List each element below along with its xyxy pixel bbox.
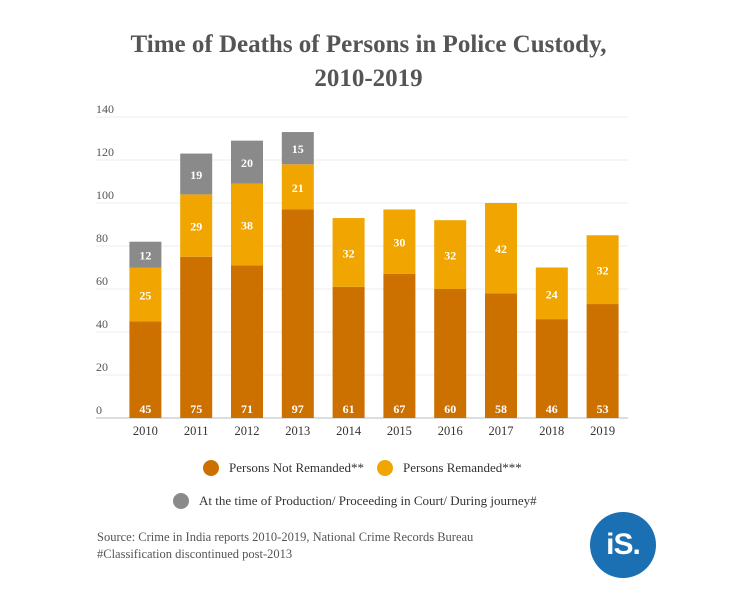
y-tick-label: 60 xyxy=(96,274,108,288)
data-label: 32 xyxy=(597,264,609,278)
data-label: 30 xyxy=(393,236,405,250)
legend-swatch-production xyxy=(173,493,189,509)
legend-swatch-remanded xyxy=(377,460,393,476)
data-label: 20 xyxy=(241,156,253,170)
bar-remanded xyxy=(281,164,314,210)
data-label: 25 xyxy=(139,288,151,302)
bar-not-remanded xyxy=(180,256,213,418)
x-tick-label: 2014 xyxy=(336,424,362,438)
data-label: 42 xyxy=(495,242,507,256)
bar-remanded xyxy=(586,235,619,305)
data-label: 60 xyxy=(444,402,456,416)
bar-not-remanded xyxy=(434,289,467,418)
data-label: 58 xyxy=(495,402,507,416)
source-line: Source: Crime in India reports 2010-2019… xyxy=(97,530,474,544)
y-tick-label: 20 xyxy=(96,360,108,374)
legend-swatch-not-remanded xyxy=(203,460,219,476)
x-tick-label: 2018 xyxy=(539,424,564,438)
bar-remanded xyxy=(129,267,162,322)
bar-remanded xyxy=(231,183,263,266)
bar-production xyxy=(180,153,213,195)
bar-remanded xyxy=(332,218,365,287)
bar-production xyxy=(281,132,314,165)
data-label: 71 xyxy=(241,402,253,416)
data-label: 15 xyxy=(292,142,304,156)
bar-not-remanded xyxy=(231,265,263,418)
data-label: 97 xyxy=(292,402,304,416)
bar-not-remanded xyxy=(586,304,619,418)
bar-production xyxy=(231,140,263,184)
data-label: 38 xyxy=(241,219,253,233)
bar-not-remanded xyxy=(332,286,365,418)
y-tick-label: 0 xyxy=(96,403,102,417)
bar-not-remanded xyxy=(281,209,314,418)
bar-not-remanded xyxy=(535,319,568,418)
bar-remanded xyxy=(383,209,416,274)
bar-production xyxy=(129,241,162,268)
y-tick-label: 140 xyxy=(96,102,114,116)
y-tick-label: 100 xyxy=(96,188,114,202)
legend-item-remanded: Persons Remanded*** xyxy=(377,460,522,476)
y-tick-label: 80 xyxy=(96,231,108,245)
bar-remanded xyxy=(180,194,213,257)
x-tick-label: 2016 xyxy=(438,424,463,438)
chart-title-line2: 2010-2019 xyxy=(314,65,423,92)
x-tick-label: 2012 xyxy=(235,424,260,438)
bar-not-remanded xyxy=(129,321,162,418)
legend-item-not-remanded: Persons Not Remanded** xyxy=(203,460,364,476)
data-label: 45 xyxy=(139,402,151,416)
data-label: 53 xyxy=(597,402,609,416)
data-label: 61 xyxy=(343,402,355,416)
legend-item-production: At the time of Production/ Proceeding in… xyxy=(173,493,537,509)
bar-remanded xyxy=(434,220,467,289)
y-tick-label: 40 xyxy=(96,317,108,331)
data-label: 12 xyxy=(139,249,151,263)
source-note: Source: Crime in India reports 2010-2019… xyxy=(97,529,473,563)
data-label: 32 xyxy=(444,249,456,263)
classification-note: #Classification discontinued post-2013 xyxy=(97,547,293,561)
data-label: 29 xyxy=(190,220,202,234)
chart-title: Time of Deaths of Persons in Police Cust… xyxy=(0,28,737,96)
bar-not-remanded xyxy=(383,273,416,418)
x-tick-label: 2011 xyxy=(184,424,209,438)
data-label: 67 xyxy=(393,402,405,416)
x-tick-label: 2015 xyxy=(387,424,412,438)
data-label: 46 xyxy=(546,402,558,416)
data-label: 75 xyxy=(190,402,202,416)
bar-remanded xyxy=(485,203,517,294)
x-tick-label: 2010 xyxy=(133,424,158,438)
x-tick-label: 2017 xyxy=(489,424,514,438)
legend-label-remanded: Persons Remanded*** xyxy=(403,460,522,475)
indiaspend-logo: iS. xyxy=(590,512,656,578)
y-tick-label: 120 xyxy=(96,145,114,159)
x-tick-label: 2013 xyxy=(285,424,310,438)
data-label: 32 xyxy=(343,246,355,260)
x-tick-label: 2019 xyxy=(590,424,615,438)
legend-label-production: At the time of Production/ Proceeding in… xyxy=(199,493,537,508)
bar-remanded xyxy=(535,267,568,320)
legend-label-not-remanded: Persons Not Remanded** xyxy=(229,460,365,475)
chart-title-line1: Time of Deaths of Persons in Police Cust… xyxy=(130,31,607,58)
data-label: 24 xyxy=(546,287,558,301)
bar-not-remanded xyxy=(485,293,517,418)
data-label: 19 xyxy=(190,168,202,182)
data-label: 21 xyxy=(292,181,304,195)
